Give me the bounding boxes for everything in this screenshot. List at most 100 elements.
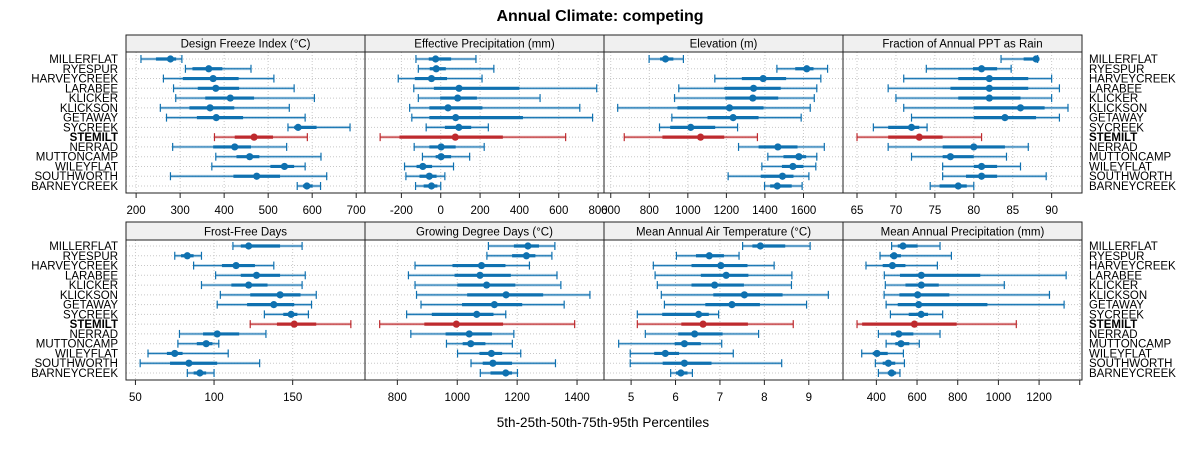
- interval-harveycreek: [714, 74, 822, 83]
- interval-southworth: [139, 359, 261, 368]
- interval-klickson: [409, 103, 581, 112]
- interval-ryespur: [417, 64, 495, 73]
- interval-klickson: [159, 103, 290, 112]
- panel-border: [125, 239, 366, 381]
- interval-stemilt: [379, 320, 576, 329]
- interval-klickson: [660, 290, 829, 299]
- median-point: [1016, 104, 1025, 112]
- interval-southworth: [942, 172, 1047, 181]
- site-label-left: GETAWAY: [63, 113, 118, 125]
- interval-nerrad: [413, 142, 485, 151]
- median-point: [166, 55, 175, 63]
- site-label-right: STEMILT: [1089, 132, 1137, 144]
- median-point: [774, 143, 782, 151]
- panels: Design Freeze Index (°C)200 300 400 500 600 7…: [31, 34, 1176, 404]
- interval-sycreek: [406, 310, 507, 319]
- site-label-left: LARABEE: [65, 83, 118, 95]
- median-point: [451, 133, 459, 141]
- x-tick-label: -200: [390, 205, 413, 217]
- median-point: [722, 271, 730, 279]
- x-tick-label: 90: [1045, 205, 1058, 217]
- site-label-left: SOUTHWORTH: [35, 171, 118, 183]
- median-point: [245, 242, 253, 250]
- interval-larabee: [654, 271, 793, 280]
- site-label-right: GETAWAY: [1089, 300, 1144, 312]
- interval-klicker: [895, 94, 1053, 103]
- site-label-right: MUTTONCAMP: [1089, 152, 1172, 164]
- median-point: [1032, 55, 1040, 63]
- median-point: [185, 359, 193, 367]
- median-point: [467, 340, 475, 348]
- interval-southworth: [405, 172, 446, 181]
- median-point: [970, 143, 978, 151]
- site-label-left: HARVEYCREEK: [31, 261, 118, 273]
- median-point: [778, 172, 787, 180]
- median-point: [253, 172, 261, 180]
- median-point: [206, 104, 214, 112]
- interval-sycreek: [425, 123, 489, 132]
- interval-klickson: [415, 290, 591, 299]
- median-point: [444, 104, 452, 112]
- interval-wileyflat: [861, 349, 905, 358]
- interval-getaway: [671, 113, 802, 122]
- interval-harveycreek: [903, 74, 1053, 83]
- site-label-left: SOUTHWORTH: [35, 358, 118, 370]
- site-label-left: BARNEYCREEK: [31, 368, 118, 380]
- interval-stemilt: [636, 320, 794, 329]
- site-label-right: KLICKSON: [1089, 290, 1147, 302]
- median-point: [232, 261, 240, 270]
- median-point: [502, 291, 510, 299]
- median-point: [524, 242, 532, 250]
- site-label-right: SOUTHWORTH: [1089, 358, 1172, 370]
- median-point: [687, 123, 695, 131]
- median-point: [725, 104, 734, 112]
- panel-border: [364, 51, 605, 194]
- interval-getaway: [165, 113, 306, 122]
- interval-muttoncamp: [177, 339, 220, 348]
- interval-nerrad: [410, 329, 515, 338]
- site-label-left: SYCREEK: [63, 309, 118, 321]
- interval-muttoncamp: [767, 152, 818, 161]
- x-tick-label: 600: [907, 392, 926, 404]
- site-label-left: NERRAD: [69, 329, 118, 341]
- interval-southworth: [629, 359, 783, 368]
- median-point: [473, 310, 481, 318]
- median-point: [213, 330, 221, 338]
- x-tick-label: 70: [890, 205, 903, 217]
- interval-klickson: [219, 290, 317, 299]
- interval-southworth: [470, 359, 557, 368]
- panel-title: Design Freeze Index (°C): [181, 39, 311, 51]
- interval-harveycreek: [193, 261, 275, 270]
- interval-muttoncamp: [910, 152, 1008, 161]
- interval-larabee: [678, 84, 818, 93]
- interval-klickson: [883, 290, 1051, 299]
- median-point: [1001, 114, 1009, 122]
- site-label-right: LARABEE: [1089, 83, 1142, 95]
- interval-southworth: [874, 359, 906, 368]
- site-label-right: NERRAD: [1089, 329, 1138, 341]
- median-point: [425, 172, 433, 180]
- median-point: [680, 359, 689, 367]
- median-point: [280, 162, 289, 171]
- median-point: [202, 340, 210, 348]
- panel-title: Mean Annual Precipitation (mm): [881, 227, 1045, 239]
- site-label-right: RYESPUR: [1089, 64, 1144, 76]
- median-point: [985, 84, 993, 92]
- x-tick-label: 6: [672, 392, 678, 404]
- panel-title: Fraction of Annual PPT as Rain: [882, 39, 1042, 51]
- panel-border: [364, 239, 605, 381]
- median-point: [196, 369, 204, 377]
- chart-title: Annual Climate: competing: [496, 8, 703, 25]
- median-point: [171, 349, 179, 358]
- interval-wileyflat: [456, 349, 522, 358]
- panel-title: Effective Precipitation (mm): [414, 39, 555, 51]
- median-point: [276, 291, 284, 299]
- site-label-right: WILEYFLAT: [1089, 161, 1152, 173]
- interval-millerflat: [140, 55, 183, 63]
- panel-title: Growing Degree Days (°C): [416, 227, 553, 239]
- median-point: [915, 133, 923, 141]
- panel-design-freeze-index-c: Design Freeze Index (°C) 200 300 400 500 600 7…: [125, 34, 366, 217]
- x-tick-label: 400: [867, 392, 886, 404]
- median-point: [252, 271, 261, 279]
- x-tick-label: 50: [129, 392, 142, 404]
